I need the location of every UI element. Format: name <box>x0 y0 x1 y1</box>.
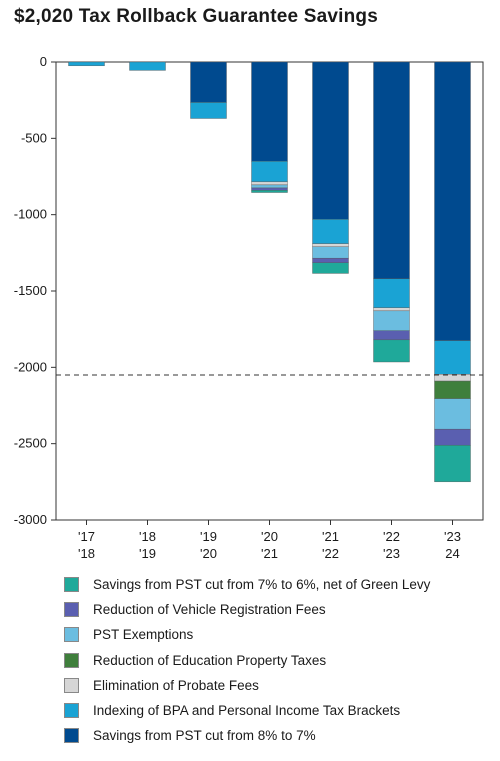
legend-label: Indexing of BPA and Personal Income Tax … <box>93 703 401 719</box>
legend-swatch <box>64 703 79 719</box>
x-tick-label: '23 <box>444 529 461 544</box>
bar-segment <box>251 61 288 162</box>
legend-label: Savings from PST cut from 7% to 6%, net … <box>93 577 431 593</box>
bar-segment <box>434 428 471 446</box>
legend-label: Reduction of Vehicle Registration Fees <box>93 602 326 618</box>
legend-swatch <box>64 728 79 744</box>
x-axis: '17 '18 '18 '19 '19 '20 '20 '21 '21 '22 '22 '23 '23 2… <box>78 520 461 561</box>
y-tick-label: -2000 <box>14 359 47 374</box>
legend-swatch <box>64 652 79 668</box>
x-tick-label: '19 <box>139 546 156 561</box>
y-tick-label: -3000 <box>14 512 47 527</box>
bar-segment <box>312 243 349 247</box>
legend-label: Elimination of Probate Fees <box>93 677 259 693</box>
bar-segment <box>251 181 288 186</box>
y-axis: 0 -500 -1000 -1500 -2000 -2500 -3000 <box>14 54 56 527</box>
legend-swatch <box>64 577 79 593</box>
bar-segment <box>312 219 349 244</box>
legend-label: PST Exemptions <box>93 627 194 643</box>
bar-segment <box>434 380 471 399</box>
y-tick-label: -500 <box>21 130 47 145</box>
bar-segment <box>251 184 288 189</box>
bar-segment <box>434 444 471 483</box>
bar-segment <box>373 307 410 312</box>
bar-segment <box>129 61 166 71</box>
bar-segment <box>68 61 105 67</box>
x-tick-label: '21 <box>322 529 339 544</box>
legend-swatch <box>64 627 79 643</box>
legend-item: Savings from PST cut from 8% to 7% <box>64 723 484 748</box>
bar-segment <box>312 262 349 274</box>
chart-plot: 0 -500 -1000 -1500 -2000 -2500 -3000 '17 '18 '18… <box>14 54 484 561</box>
x-tick-label: '21 <box>261 546 278 561</box>
x-tick-label: '18 <box>139 529 156 544</box>
legend-item: Indexing of BPA and Personal Income Tax … <box>64 698 484 723</box>
x-tick-label: '17 <box>78 529 95 544</box>
bar-segment <box>373 278 410 308</box>
x-tick-label: '22 <box>383 529 400 544</box>
bar-segment <box>373 61 410 279</box>
y-tick-label: -2500 <box>14 436 47 451</box>
bar-segment <box>251 187 288 191</box>
bar-segment <box>373 339 410 363</box>
x-tick-label: '20 <box>200 546 217 561</box>
y-tick-label: -1000 <box>14 207 47 222</box>
legend-swatch <box>64 677 79 693</box>
bar-segment <box>312 257 349 263</box>
legend: Savings from PST cut from 7% to 6%, net … <box>64 572 484 748</box>
legend-label: Reduction of Education Property Taxes <box>93 652 327 668</box>
bar-segment <box>434 340 471 375</box>
x-tick-label: '20 <box>261 529 278 544</box>
legend-label: Savings from PST cut from 8% to 7% <box>93 728 316 744</box>
legend-item: Reduction of Education Property Taxes <box>64 648 484 673</box>
bar-segment <box>373 330 410 341</box>
bar-segment <box>434 398 471 430</box>
bar-segment <box>251 190 288 193</box>
legend-item: PST Exemptions <box>64 622 484 647</box>
x-tick-label: '19 <box>200 529 217 544</box>
chart-title: $2,020 Tax Rollback Guarantee Savings <box>14 6 378 27</box>
x-tick-label: '18 <box>78 546 95 561</box>
bar-segment <box>190 61 227 103</box>
y-tick-label: -1500 <box>14 283 47 298</box>
x-tick-label: '23 <box>383 546 400 561</box>
legend-item: Reduction of Vehicle Registration Fees <box>64 597 484 622</box>
y-tick-label: 0 <box>40 54 47 69</box>
legend-item: Savings from PST cut from 7% to 6%, net … <box>64 572 484 597</box>
bar-segment <box>373 310 410 331</box>
bar-segment <box>312 61 349 220</box>
bar-segment <box>312 246 349 259</box>
bar-segment <box>251 161 288 183</box>
bar-segment <box>190 102 227 119</box>
bar-segment <box>434 61 471 341</box>
legend-swatch <box>64 602 79 618</box>
bars-layer <box>68 61 471 483</box>
x-tick-label: '22 <box>322 546 339 561</box>
legend-item: Elimination of Probate Fees <box>64 673 484 698</box>
x-tick-label: 24 <box>445 546 459 561</box>
